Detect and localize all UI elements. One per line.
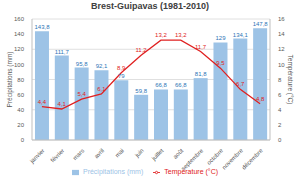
svg-text:0: 0 [278,137,282,143]
svg-text:92,1: 92,1 [96,63,108,69]
svg-text:111,7: 111,7 [55,49,70,55]
svg-text:95,8: 95,8 [76,61,88,67]
svg-text:octobre: octobre [206,147,225,166]
svg-text:66,8: 66,8 [175,82,187,88]
svg-text:140: 140 [14,31,25,37]
svg-text:mars: mars [72,147,86,161]
svg-text:2: 2 [278,122,282,128]
html-text:Température (°C): Température (°C) [164,168,218,175]
svg-text:5,4: 5,4 [77,91,86,97]
svg-text:6,1: 6,1 [97,86,106,92]
svg-text:79: 79 [118,73,125,79]
svg-text:134,1: 134,1 [233,32,249,38]
svg-text:juillet: juillet [150,147,165,162]
svg-text:59,8: 59,8 [135,88,147,94]
svg-text:81,8: 81,8 [195,71,207,77]
html-text:Brest-Guipavas (1981-2010): Brest-Guipavas (1981-2010) [91,1,209,11]
svg-text:septembre: septembre [180,147,205,172]
svg-text:avril: avril [93,147,105,159]
svg-text:80: 80 [17,77,24,83]
svg-text:novembre: novembre [220,147,244,171]
svg-text:40: 40 [17,107,24,113]
svg-text:129: 129 [215,35,226,41]
svg-text:60: 60 [17,92,24,98]
svg-text:20: 20 [17,122,24,128]
svg-text:0: 0 [21,137,25,143]
svg-text:4: 4 [278,107,282,113]
svg-text:9,5: 9,5 [216,60,225,66]
svg-text:4,8: 4,8 [256,96,265,102]
svg-text:13,2: 13,2 [175,32,187,38]
svg-text:4,4: 4,4 [38,99,47,105]
svg-text:Température (°C): Température (°C) [286,55,292,105]
svg-text:février: février [49,147,65,163]
svg-text:11,2: 11,2 [135,47,147,53]
svg-text:12: 12 [278,46,285,52]
svg-text:11,7: 11,7 [195,44,207,50]
svg-text:4,1: 4,1 [58,101,67,107]
svg-text:100: 100 [14,62,25,68]
svg-text:mai: mai [114,147,125,158]
svg-text:août: août [172,147,185,160]
svg-text:14: 14 [278,31,285,37]
svg-text:10: 10 [278,62,285,68]
svg-text:Précipitations (mm): Précipitations (mm) [8,52,14,108]
svg-text:janvier: janvier [28,147,45,164]
svg-text:8,9: 8,9 [117,65,126,71]
svg-text:décembre: décembre [241,147,265,171]
svg-text:147,8: 147,8 [253,21,269,27]
svg-text:120: 120 [14,46,25,52]
svg-text:143,8: 143,8 [34,24,50,30]
svg-text:6,7: 6,7 [236,81,245,87]
svg-text:6: 6 [278,92,282,98]
svg-text:66,8: 66,8 [155,82,167,88]
svg-text:13,2: 13,2 [155,32,167,38]
svg-text:8: 8 [278,77,282,83]
svg-text:16: 16 [278,16,285,22]
svg-text:160: 160 [14,16,25,22]
html-text:Précipitations (mm): Précipitations (mm) [83,168,144,175]
svg-text:juin: juin [133,147,145,159]
